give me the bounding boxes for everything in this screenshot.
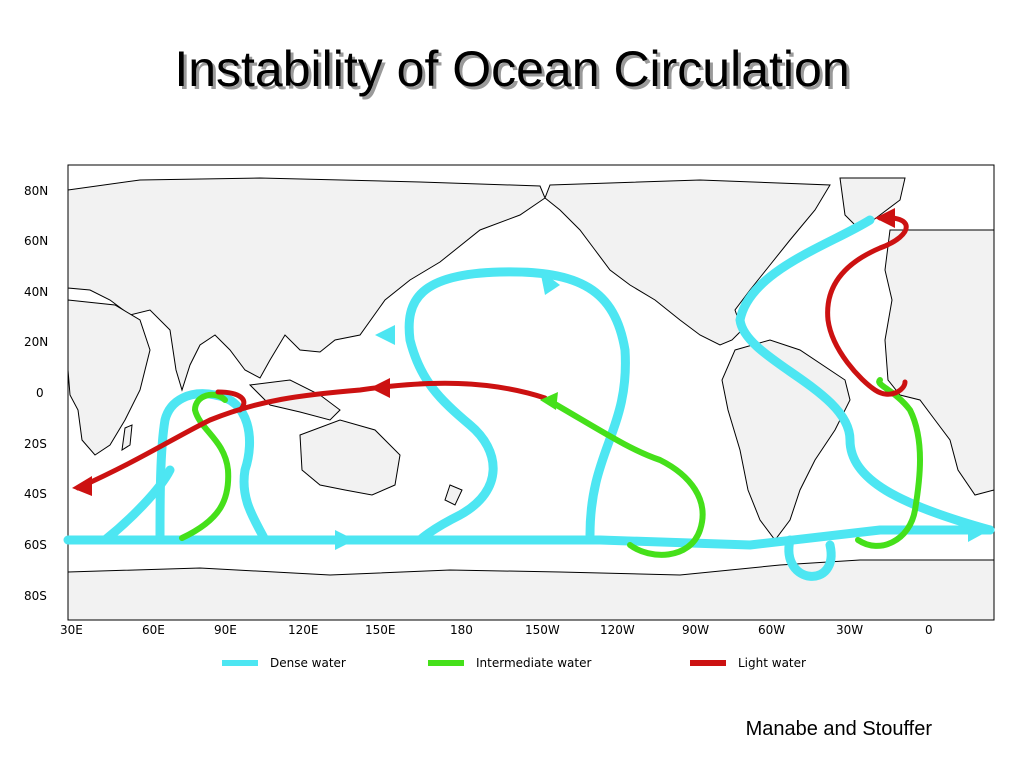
dense-water-atlantic-south bbox=[735, 215, 995, 535]
lat-tick: 60S bbox=[24, 538, 47, 552]
lon-tick: 120W bbox=[600, 623, 635, 637]
arrowhead-icon bbox=[375, 325, 395, 345]
lat-tick: 80N bbox=[24, 184, 48, 198]
slide-title: Instability of Ocean Circulation bbox=[174, 41, 850, 97]
intermediate-water-pacific bbox=[545, 397, 706, 558]
lon-tick: 120E bbox=[288, 623, 319, 637]
dense-water-pacific-loop bbox=[404, 267, 630, 545]
madagascar-land bbox=[121, 424, 133, 451]
west-europe-africa-land bbox=[884, 229, 995, 496]
light-water-atlantic bbox=[825, 215, 909, 397]
lat-tick: 0 bbox=[36, 386, 44, 400]
lon-tick: 180 bbox=[450, 623, 473, 637]
arrowhead-icon bbox=[370, 378, 390, 398]
light-water-pathways bbox=[75, 215, 909, 491]
eurasia-land bbox=[67, 177, 546, 392]
lon-tick: 60E bbox=[142, 623, 165, 637]
arrowhead-icon bbox=[540, 392, 558, 410]
lon-tick: 30W bbox=[836, 623, 863, 637]
antarctica-land bbox=[67, 559, 995, 621]
new-zealand-land bbox=[444, 484, 463, 506]
legend-label-dense: Dense water bbox=[270, 656, 346, 670]
dense-water-indian-loop-b bbox=[100, 465, 175, 545]
lon-tick: 150E bbox=[365, 623, 396, 637]
legend-label-intermediate: Intermediate water bbox=[476, 656, 591, 670]
land-masses bbox=[67, 177, 995, 621]
map-legend: Dense water Intermediate water Light wat… bbox=[222, 656, 806, 670]
lat-tick: 20S bbox=[24, 437, 47, 451]
lon-tick: 30E bbox=[60, 623, 83, 637]
greenland-land bbox=[839, 177, 906, 231]
legend-label-light: Light water bbox=[738, 656, 806, 670]
australia-land bbox=[299, 419, 401, 496]
lat-tick: 60N bbox=[24, 234, 48, 248]
attribution-credit: Manabe and Stouffer bbox=[745, 718, 932, 740]
arrowhead-icon bbox=[335, 530, 355, 550]
africa-land bbox=[67, 299, 151, 456]
arrowhead-icon bbox=[540, 270, 560, 295]
lon-tick: 90E bbox=[214, 623, 237, 637]
arrowhead-icon bbox=[968, 520, 990, 542]
arrowhead-icon bbox=[72, 476, 92, 496]
lat-tick: 40S bbox=[24, 487, 47, 501]
lat-tick: 20N bbox=[24, 335, 48, 349]
lon-tick: 90W bbox=[682, 623, 709, 637]
intermediate-water-indian bbox=[179, 391, 232, 541]
lat-tick: 40N bbox=[24, 285, 48, 299]
latitude-axis: 80N 60N 40N 20N 0 20S 40S 60S 80S bbox=[24, 184, 48, 603]
lon-tick: 0 bbox=[925, 623, 933, 637]
maritime-se-asia-land bbox=[248, 379, 341, 421]
north-america-land bbox=[544, 179, 831, 346]
dense-water-pathways bbox=[63, 215, 995, 581]
lon-tick: 150W bbox=[525, 623, 560, 637]
light-water-main bbox=[75, 380, 548, 491]
dense-water-weddell-loop bbox=[784, 535, 836, 581]
light-water-indian-hook bbox=[215, 389, 247, 413]
lon-tick: 60W bbox=[758, 623, 785, 637]
lat-tick: 80S bbox=[24, 589, 47, 603]
flow-arrowheads bbox=[72, 208, 990, 550]
arrowhead-icon bbox=[875, 208, 895, 228]
longitude-axis: 30E 60E 90E 120E 150E 180 150W 120W 90W … bbox=[60, 623, 933, 637]
